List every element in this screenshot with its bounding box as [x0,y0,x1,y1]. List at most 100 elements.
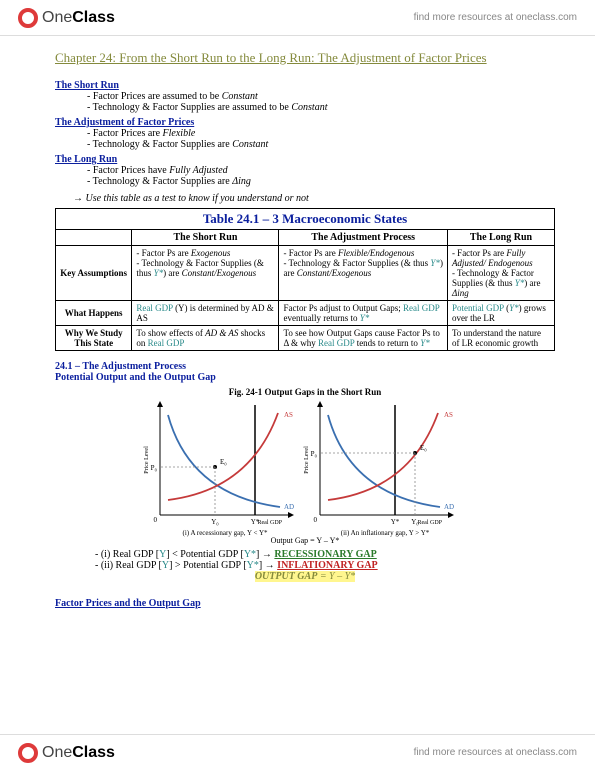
list-item: Factor Prices have Fully Adjusted [87,165,555,176]
cell: Potential GDP (Y*) grows over the LR [447,301,554,326]
page-footer: OneClass find more resources at oneclass… [0,734,595,770]
section-short-run-title: The Short Run [55,80,555,91]
svg-text:E₀: E₀ [220,458,227,466]
table-row: What Happens Real GDP (Y) is determined … [56,301,555,326]
cell: To show effects of AD & AS shocks on Rea… [132,326,279,351]
svg-text:E₀: E₀ [420,444,427,452]
t: tends to return to [354,338,420,348]
t: Y* [509,303,519,313]
table-corner [56,230,132,246]
t: Y* [420,338,430,348]
brand-name: OneClass [42,9,115,27]
svg-text:Price Level: Price Level [304,446,310,474]
cell: - Factor Ps are Fully Adjusted/ Endogeno… [447,246,554,301]
inflationary-gap-label: INFLATIONARY GAP [277,560,377,571]
cell: To see how Output Gaps cause Factor Ps t… [279,326,447,351]
row-what-happens: What Happens [56,301,132,326]
heading-factor-prices-gap: Factor Prices and the Output Gap [55,598,555,609]
svg-text:0: 0 [154,516,158,524]
output-gaps-chart: Fig. 24-1 Output Gaps in the Short Run Pr… [135,385,475,545]
t: ] > Potential GDP [ [169,560,247,571]
t: Y* [247,560,259,571]
t: ] → [256,549,274,560]
t: Factor Ps adjust to Output Gaps; [283,303,403,313]
svg-text:Y*: Y* [251,518,260,526]
text: Technology & Factor Supplies are [93,176,233,187]
list-item: Factor Prices are Flexible [87,128,555,139]
t: = Y – Y* [317,571,355,582]
t: Exogenous [191,248,231,258]
col-adjust: The Adjustment Process [279,230,447,246]
text-italic: Δing [232,176,251,187]
cell: Real GDP (Y) is determined by AD & AS [132,301,279,326]
cell: - Factor Ps are Exogenous - Technology &… [132,246,279,301]
table-row: Why We Study This State To show effects … [56,326,555,351]
text-italic: Flexible [163,128,196,139]
svg-text:Price Level: Price Level [144,446,150,474]
t: Y* [360,313,370,323]
text: Factor Prices have [93,165,169,176]
page-content: Chapter 24: From the Short Run to the Lo… [55,50,555,720]
row-key-assumptions: Key Assumptions [56,246,132,301]
t: To show effects of [136,328,205,338]
brand-light: One [42,9,72,26]
recessionary-line: - (i) Real GDP [Y] < Potential GDP [Y*] … [55,549,555,560]
adjust-list: Factor Prices are Flexible Technology & … [55,128,555,150]
t: Y* [154,268,164,278]
list-item: Technology & Factor Supplies are assumed… [87,102,555,113]
text: Factor Prices are assumed to be [93,91,222,102]
t: ) are [163,268,181,278]
svg-text:Real GDP: Real GDP [418,520,443,526]
figure-24-1: Fig. 24-1 Output Gaps in the Short Run Pr… [55,385,555,545]
arrow-note: → Use this table as a test to know if yo… [73,193,555,204]
brand-logo-footer: OneClass [18,743,115,763]
t: Y* [430,258,440,268]
svg-text:P₀: P₀ [151,464,158,472]
macro-states-table: Table 24.1 – 3 Macroeconomic States The … [55,208,555,351]
svg-text:AD: AD [444,503,454,511]
text: Factor Prices are [93,128,163,139]
cell: To understand the nature of LR economic … [447,326,554,351]
t: AD & AS [205,328,238,338]
svg-text:Real GDP: Real GDP [258,520,283,526]
t: OUTPUT GAP [255,571,318,582]
svg-text:Y*: Y* [391,518,400,526]
t: Δing [452,288,469,298]
heading-potential-output: Potential Output and the Output Gap [55,372,555,383]
svg-text:Fig. 24-1 Output Gaps in the: Fig. 24-1 Output Gaps in the Short Run [229,387,382,397]
text-italic: Constant [222,91,258,102]
col-long-run: The Long Run [447,230,554,246]
heading-24-1: 24.1 – The Adjustment Process [55,361,555,372]
svg-text:Y₀: Y₀ [211,518,219,526]
t: - Factor Ps are [136,248,190,258]
svg-text:AS: AS [444,411,453,419]
brand-logo: OneClass [18,8,115,28]
footer-tagline[interactable]: find more resources at oneclass.com [414,747,577,758]
svg-text:P₀: P₀ [311,450,318,458]
header-tagline[interactable]: find more resources at oneclass.com [414,12,577,23]
text-italic: Constant [291,102,327,113]
t: Constant/Exogenous [182,268,257,278]
t: Constant/Exogenous [297,268,372,278]
t: (i) Real GDP [ [101,549,159,560]
text: Technology & Factor Supplies are [93,139,233,150]
brand-bold: Class [72,9,115,26]
table-title: Table 24.1 – 3 Macroeconomic States [56,209,555,230]
recessionary-gap-label: RECESSIONARY GAP [274,549,376,560]
t: Y* [515,278,525,288]
inflationary-line: - (ii) Real GDP [Y] > Potential GDP [Y*]… [55,560,555,571]
logo-ring-icon [18,8,38,28]
output-gap-formula: OUTPUT GAP = Y – Y* [55,571,555,582]
svg-text:AS: AS [284,411,293,419]
list-item: Factor Prices are assumed to be Constant [87,91,555,102]
t: Y* [244,549,256,560]
svg-text:(i) A recessionary gap, Y < Y*: (i) A recessionary gap, Y < Y* [182,529,268,537]
brand-name-footer: OneClass [42,744,115,762]
t: eventually returns to [283,313,359,323]
col-short-run: The Short Run [132,230,279,246]
t: (ii) Real GDP [ [101,560,162,571]
chapter-title: Chapter 24: From the Short Run to the Lo… [55,50,555,66]
section-long-run-title: The Long Run [55,154,555,165]
list-item: Technology & Factor Supplies are Constan… [87,139,555,150]
t: - Factor Ps are [283,248,337,258]
